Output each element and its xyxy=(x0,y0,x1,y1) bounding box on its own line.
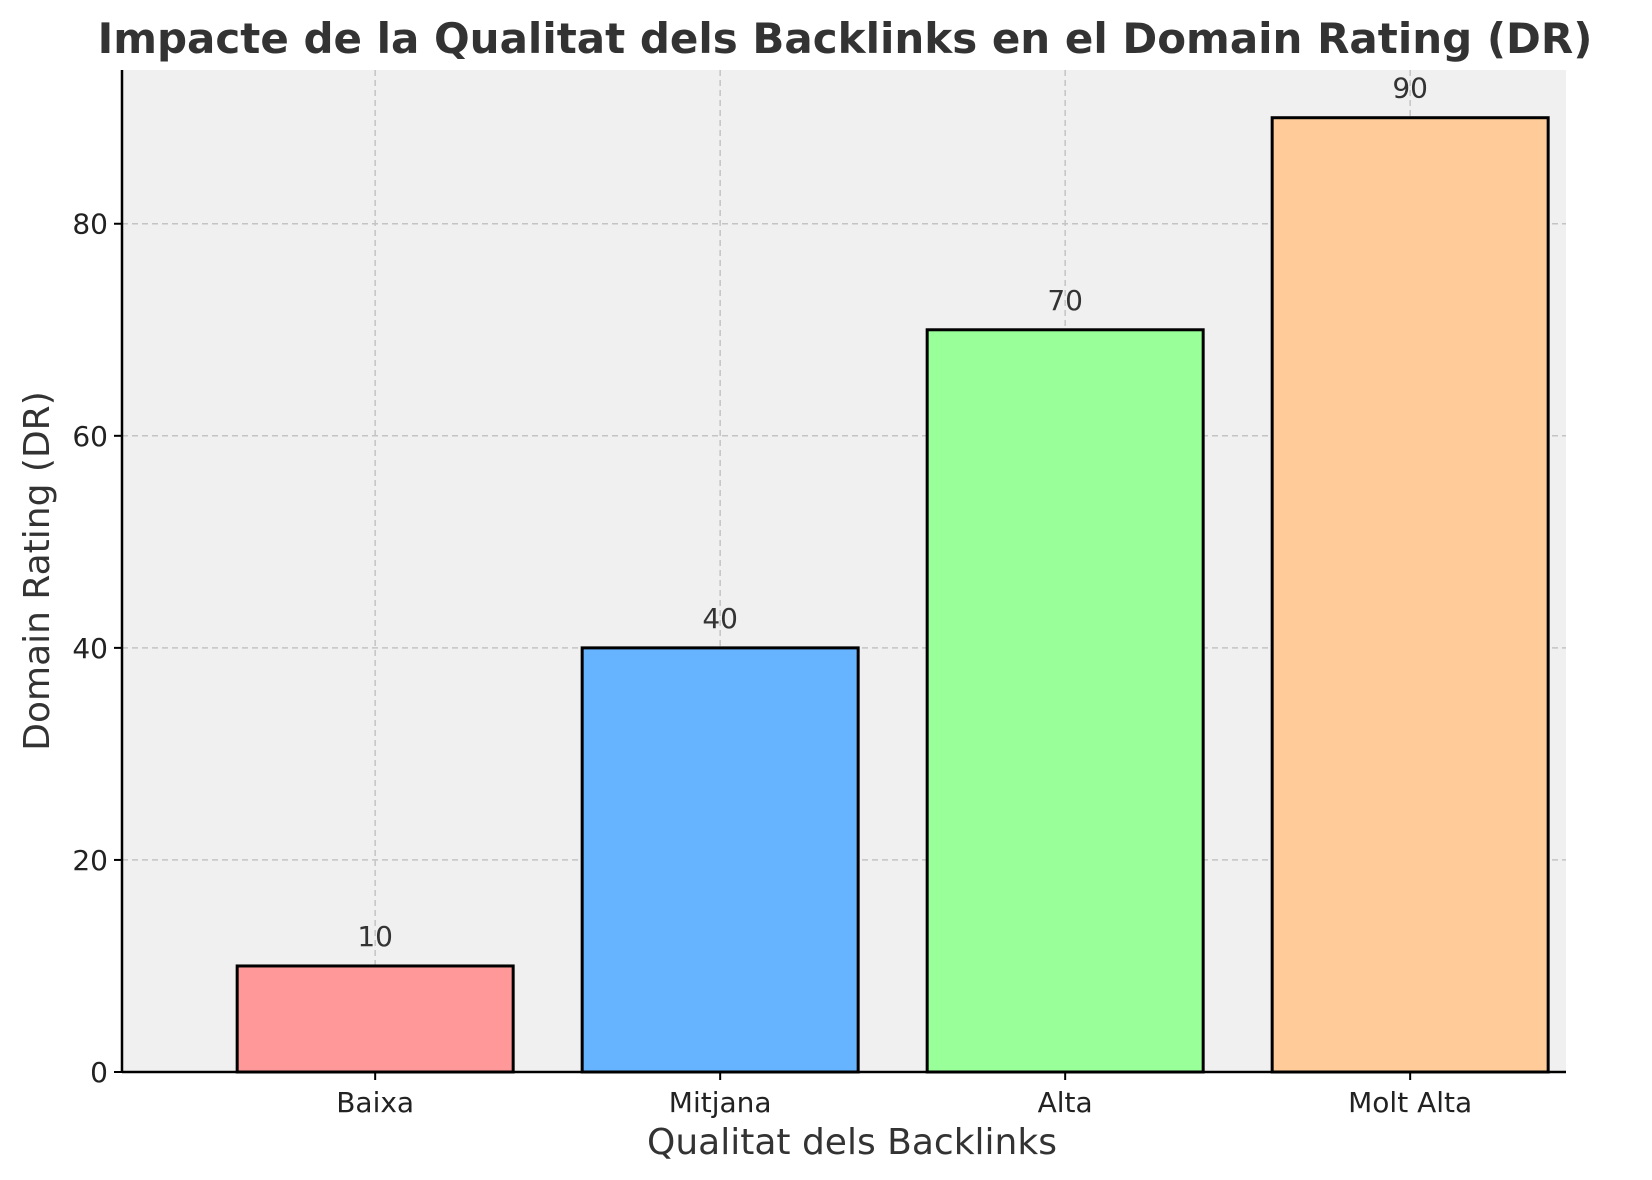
data-label: 40 xyxy=(702,602,738,635)
bar-mitjana xyxy=(580,646,860,1074)
x-tick-label: Alta xyxy=(1038,1086,1093,1119)
x-tick-label: Mitjana xyxy=(669,1086,772,1119)
x-tick-label: Molt Alta xyxy=(1348,1086,1472,1119)
bar-molt-alta xyxy=(1270,116,1550,1074)
y-tick-label: 40 xyxy=(72,632,108,665)
y-tick-label: 60 xyxy=(72,420,108,453)
x-tick-label: Baixa xyxy=(336,1086,414,1119)
y-tick-label: 20 xyxy=(72,844,108,877)
y-tick-label: 0 xyxy=(90,1056,108,1089)
bar-alta xyxy=(925,328,1205,1074)
data-labels: 10 40 70 90 xyxy=(357,72,1428,953)
y-tick-label: 80 xyxy=(72,208,108,241)
bars xyxy=(235,116,1550,1074)
data-label: 90 xyxy=(1392,72,1428,105)
axes xyxy=(120,70,1566,1074)
chart-title: Impacte de la Qualitat dels Backlinks en… xyxy=(98,14,1593,63)
data-label: 10 xyxy=(357,920,393,953)
x-axis-label: Qualitat dels Backlinks xyxy=(647,1122,1057,1163)
y-axis-label: Domain Rating (DR) xyxy=(17,391,58,750)
bar-baixa xyxy=(235,964,515,1074)
data-label: 70 xyxy=(1047,284,1083,317)
tick-labels: 0 20 40 60 80 Baixa Mitjana Alta Molt Alta xyxy=(72,208,1472,1119)
